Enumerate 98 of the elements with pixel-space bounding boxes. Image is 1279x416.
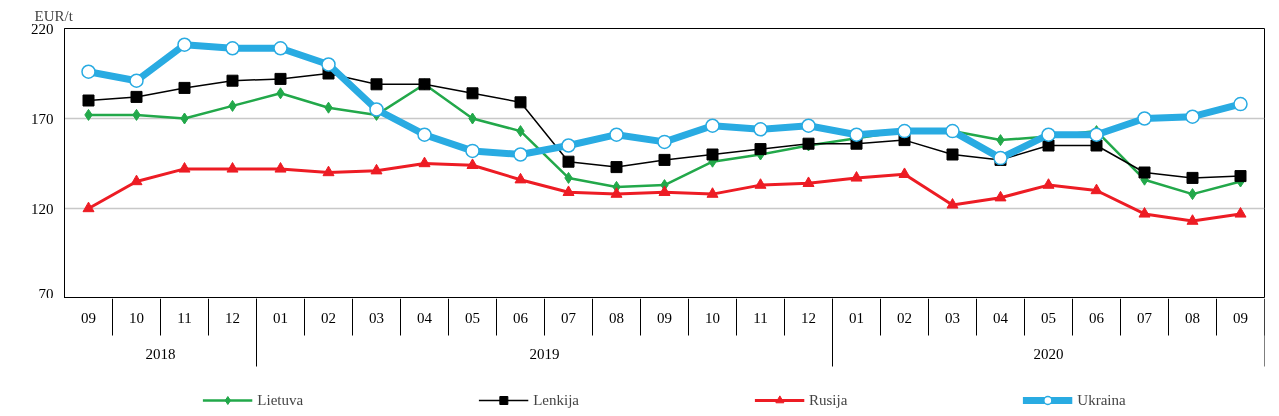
point [465,143,480,159]
point [946,198,959,209]
point [1089,127,1104,142]
point [1234,207,1247,218]
text: 2019 [529,345,560,362]
point [657,134,672,150]
point [514,96,527,109]
y-tick-label: 70 [38,285,54,302]
point [514,172,527,184]
point [561,138,576,153]
point [898,167,911,178]
point [226,162,239,173]
y-tick-label: 120 [31,200,54,217]
point [1233,96,1248,112]
y-tick-label: 170 [31,110,54,127]
point [418,156,431,168]
legend-label: Lietuva [257,391,304,409]
x-tick-label: 05 [1041,309,1056,326]
point [177,37,192,52]
x-tick-label: 02 [321,309,336,326]
point [178,162,191,173]
point [466,158,479,169]
point [562,185,575,196]
text: 2018 [145,345,176,362]
point [753,122,768,137]
point [1186,171,1199,184]
x-tick-label: 04 [993,309,1009,326]
point [706,187,719,198]
point [321,57,336,72]
point [801,118,816,133]
x-tick-label: 01 [849,309,864,326]
point [370,163,383,175]
x-tick-label: 06 [1089,309,1105,326]
x-tick-label: 09 [657,309,672,326]
point [610,187,623,198]
point [129,73,144,88]
point [562,155,575,168]
point [1090,183,1103,195]
point [81,64,96,79]
point [946,148,959,161]
x-tick-label: 06 [513,309,529,326]
x-tick-label: 03 [369,309,384,326]
x-tick-label: 07 [561,309,577,326]
point [754,178,767,189]
point [178,81,191,94]
x-tick-label: 02 [897,309,912,326]
point [82,94,95,107]
point [1234,170,1247,183]
point [466,87,479,100]
point [706,148,719,161]
point [322,165,335,177]
point [82,201,95,213]
point [658,153,671,166]
point [130,90,143,103]
point [610,161,623,174]
point [994,190,1007,202]
point [513,147,528,162]
point [1042,178,1055,189]
x-tick-label: 01 [273,309,288,326]
point [225,41,240,56]
point [370,78,383,91]
x-tick-label: 09 [1233,309,1248,326]
x-tick-label: 09 [81,309,96,326]
point [849,127,864,142]
x-tick-label: 03 [945,309,960,326]
text: 2020 [1033,345,1064,362]
point [1186,214,1199,225]
point [274,72,287,85]
point [658,185,671,196]
x-tick-label: 10 [705,309,720,326]
point [1138,207,1151,218]
point [417,127,432,142]
x-tick-label: 05 [465,309,480,326]
point [754,143,767,156]
x-tick-label: 12 [225,309,240,326]
legend-label: Rusija [809,391,848,409]
point [1185,109,1200,124]
x-tick-label: 10 [129,309,144,326]
x-tick-label: 08 [609,309,624,326]
x-tick-label: 08 [1185,309,1200,326]
x-tick-label: 11 [177,309,192,326]
point [274,162,287,173]
x-tick-label: 07 [1137,309,1153,326]
point [705,118,720,133]
point [226,74,239,87]
point [130,174,143,186]
point [1138,166,1151,179]
point [369,102,384,117]
point [802,176,815,187]
point [1137,111,1152,126]
x-tick-label: 04 [417,309,433,326]
x-tick-label: 12 [801,309,816,326]
point [850,171,863,182]
point [609,127,624,142]
legend-label: Ukraina [1077,391,1126,409]
point [273,41,288,56]
x-tick-label: 11 [753,309,768,326]
legend-label: Lenkija [533,391,579,409]
